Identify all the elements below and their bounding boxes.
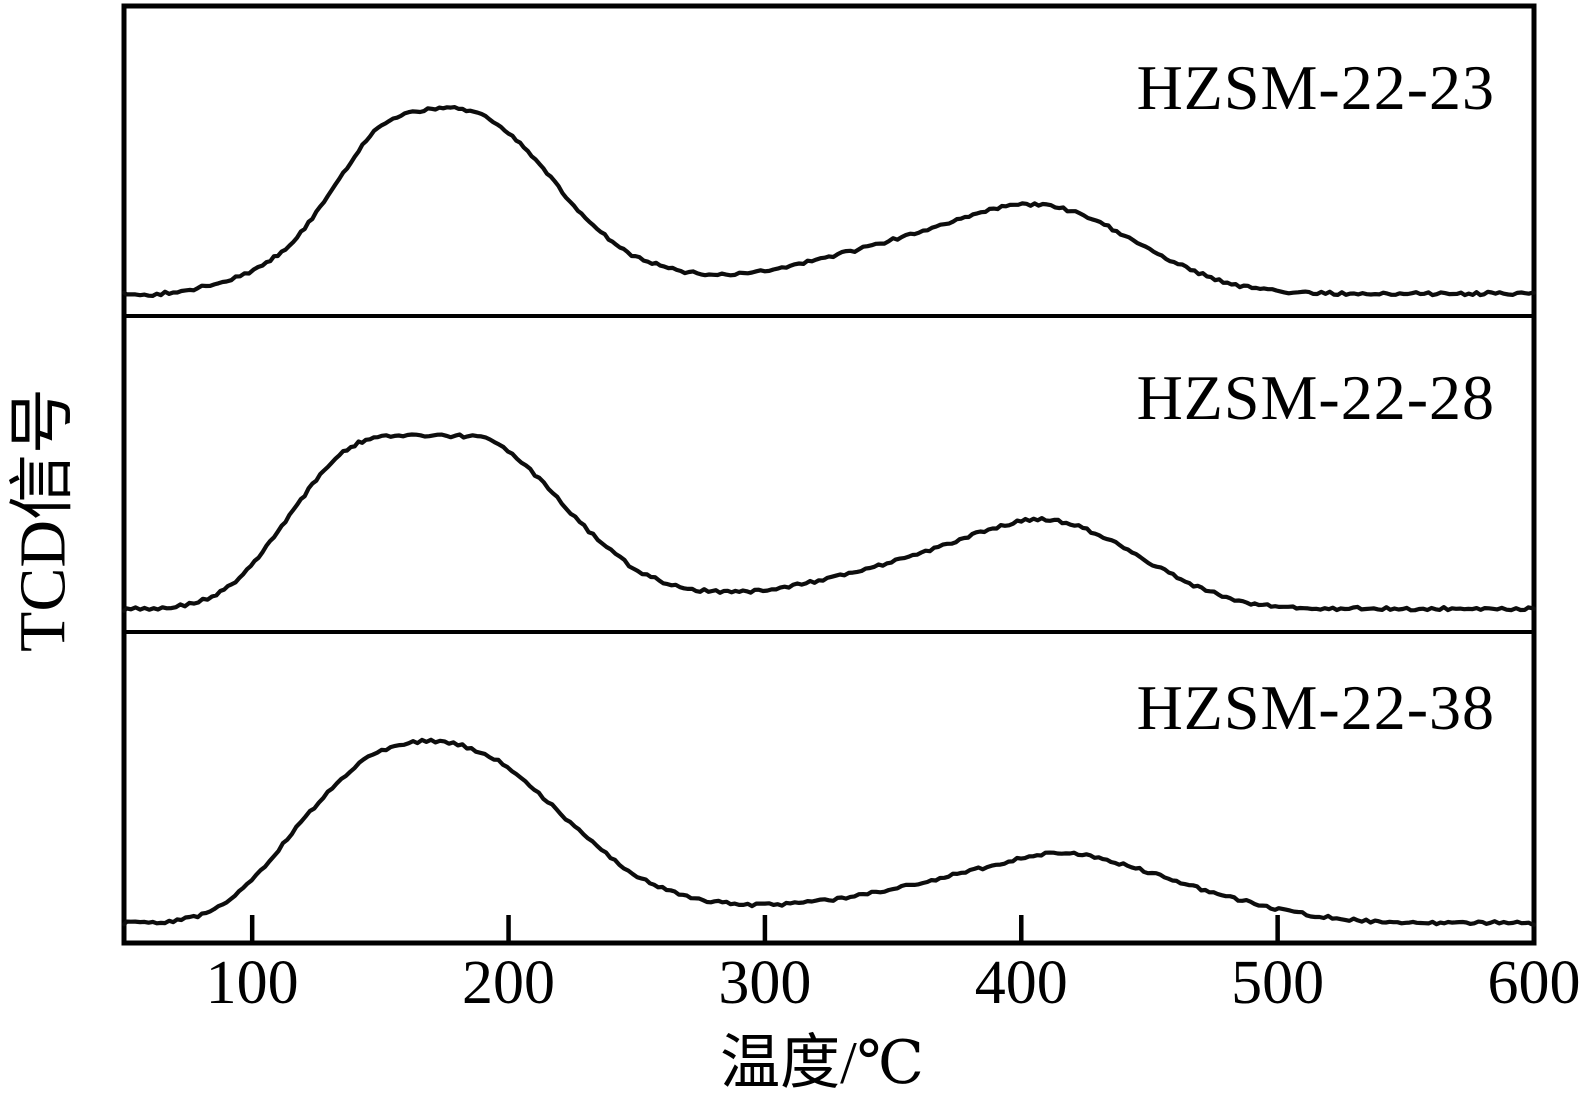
x-tick-label-400: 400 — [974, 949, 1068, 1017]
x-tick-label-100: 100 — [205, 949, 299, 1017]
curve-hzsm-22-28 — [121, 432, 1537, 613]
curve-hzsm-22-23 — [121, 105, 1537, 298]
series-label-hzsm-22-23: HZSM-22-23 — [1136, 52, 1495, 123]
x-axis-title: 温度/℃ — [720, 1030, 924, 1096]
series-label-hzsm-22-38: HZSM-22-38 — [1136, 672, 1495, 743]
x-tick-label-600: 600 — [1487, 949, 1579, 1017]
x-tick-label-300: 300 — [718, 949, 812, 1017]
y-axis-title: TCD信号 — [6, 388, 80, 652]
series-label-hzsm-22-28: HZSM-22-28 — [1136, 362, 1495, 433]
curve-hzsm-22-38 — [121, 737, 1537, 927]
x-tick-label-500: 500 — [1231, 949, 1325, 1017]
x-tick-label-200: 200 — [462, 949, 556, 1017]
